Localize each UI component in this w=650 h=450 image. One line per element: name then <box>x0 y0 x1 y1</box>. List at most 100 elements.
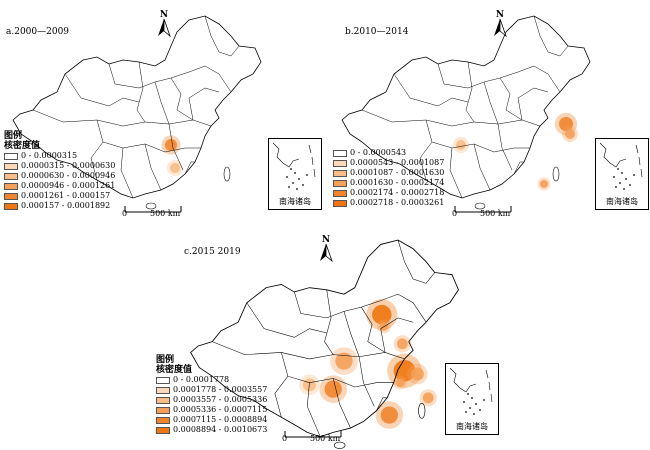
legend-item: 0 - 0.0001778 <box>156 375 267 385</box>
province-border <box>64 73 140 107</box>
svg-text:N: N <box>160 10 168 20</box>
legend-range-label: 0.0000630 - 0.0000946 <box>21 171 116 180</box>
kernel-density-hotspot <box>559 117 573 131</box>
island-outline <box>333 441 346 449</box>
island-dot <box>615 186 617 188</box>
province-border <box>294 291 381 319</box>
province-border <box>397 240 435 284</box>
province-border <box>513 161 524 175</box>
island-dot <box>286 176 288 178</box>
legend-item: 0.0007115 - 0.0008894 <box>156 415 267 425</box>
legend-item: 0.0002174 - 0.0002718 <box>333 188 444 198</box>
legend-range-label: 0 - 0.0000543 <box>350 148 407 157</box>
province-border <box>307 382 321 437</box>
legend-range-label: 0.0001778 - 0.0003557 <box>173 385 268 394</box>
kernel-density-hotspot <box>372 304 392 325</box>
province-border <box>497 123 513 171</box>
scale-zero: 0 <box>282 434 288 443</box>
province-border <box>108 63 190 89</box>
legend-item: 0.0000543 - 0.0001087 <box>333 158 444 168</box>
inset-label: 南海诸岛 <box>456 422 488 431</box>
island-dot <box>621 172 623 174</box>
kernel-density-hotspot <box>395 378 405 387</box>
island-dot <box>613 176 615 178</box>
island-dot <box>625 178 627 180</box>
scale-bar <box>284 431 342 438</box>
china-map <box>190 239 459 449</box>
legend-swatch <box>156 406 170 414</box>
inset-map <box>272 142 316 190</box>
scale-bar <box>124 206 182 213</box>
island-dot <box>479 409 481 411</box>
province-border <box>154 81 170 125</box>
legend-range-label: 0.0008894 - 0.0010673 <box>173 425 268 434</box>
island-dot <box>306 174 308 176</box>
boundary-dashes <box>635 144 643 178</box>
province-border <box>90 141 104 181</box>
province-border <box>517 87 549 121</box>
island-outline <box>223 166 231 182</box>
north-arrow-icon: N <box>158 10 171 38</box>
country-outline <box>12 15 262 199</box>
province-border <box>324 289 334 355</box>
legend-swatch <box>156 426 170 434</box>
legend-range-label: 0.0000543 - 0.0001087 <box>350 158 445 167</box>
island-outline <box>552 166 560 182</box>
legend-range-label: 0.0002174 - 0.0002718 <box>350 188 445 197</box>
legend-swatch <box>333 199 347 207</box>
island-dot <box>296 188 298 190</box>
province-border <box>483 81 499 125</box>
china-map <box>12 15 262 210</box>
province-border <box>419 141 433 181</box>
island-dot <box>483 399 485 401</box>
province-border <box>204 15 240 57</box>
legend-item: 0.0000946 - 0.0001261 <box>4 181 115 191</box>
kernel-density-hotspot <box>335 352 353 370</box>
legend-range-label: 0.000157 - 0.0001892 <box>21 201 111 210</box>
south-china-sea-inset: 南海诸岛 <box>595 138 649 210</box>
country-outline <box>341 15 591 199</box>
legend-range-label: 0.0007115 - 0.0008894 <box>173 415 268 424</box>
province-border <box>168 123 184 171</box>
province-border <box>274 376 289 418</box>
legend-item: 0.0005336 - 0.0007115 <box>156 405 267 415</box>
legend-range-label: 0.0001087 - 0.0001630 <box>350 168 445 177</box>
legend-range-label: 0 - 0.0001778 <box>173 375 230 384</box>
kernel-density-hotspot <box>393 360 416 382</box>
province-border <box>184 161 195 175</box>
legend-rows: 0 - 0.0000543 0.0000543 - 0.0001087 0.0001… <box>333 148 444 208</box>
scale-zero: 0 <box>452 209 458 218</box>
legend-range-label: 0.0000315 - 0.0000630 <box>21 161 116 170</box>
province-border <box>144 143 162 191</box>
legend-swatch <box>4 192 18 200</box>
inset-map <box>449 367 493 415</box>
legend-swatch <box>156 386 170 394</box>
legend-item: 0.0000630 - 0.0000946 <box>4 171 115 181</box>
legend-swatch <box>4 182 18 190</box>
scale-label: 500 km <box>150 209 181 218</box>
island-dot <box>302 184 304 186</box>
province-border <box>465 61 475 123</box>
legend-rows: 0 - 0.0000315 0.0000315 - 0.0000630 0.0000… <box>4 151 115 211</box>
legend-swatch <box>333 179 347 187</box>
province-border <box>533 15 569 57</box>
province-border <box>361 306 386 353</box>
kernel-density-hotspot <box>456 140 466 150</box>
island-dot <box>465 411 467 413</box>
legend-swatch <box>333 169 347 177</box>
china-map <box>341 15 591 210</box>
legend: 0 - 0.0000543 0.0000543 - 0.0001087 0.0001… <box>333 148 444 208</box>
legend-range-label: 0.0003557 - 0.0005336 <box>173 395 268 404</box>
north-arrow-icon: N <box>494 10 507 38</box>
map-panel-c: c.2015 2019 N 图例 核密度值 0 - 0.0001778 0.000… <box>150 225 500 450</box>
panel-title: c.2015 2019 <box>184 247 241 257</box>
province-border <box>437 63 519 89</box>
scale-zero: 0 <box>122 209 128 218</box>
legend-swatch <box>333 159 347 167</box>
legend-range-label: 0.0000946 - 0.0001261 <box>21 181 116 190</box>
province-border <box>343 311 360 357</box>
kernel-density-hotspot <box>165 139 177 151</box>
scale-label: 500 km <box>480 209 511 218</box>
province-border <box>393 73 469 107</box>
